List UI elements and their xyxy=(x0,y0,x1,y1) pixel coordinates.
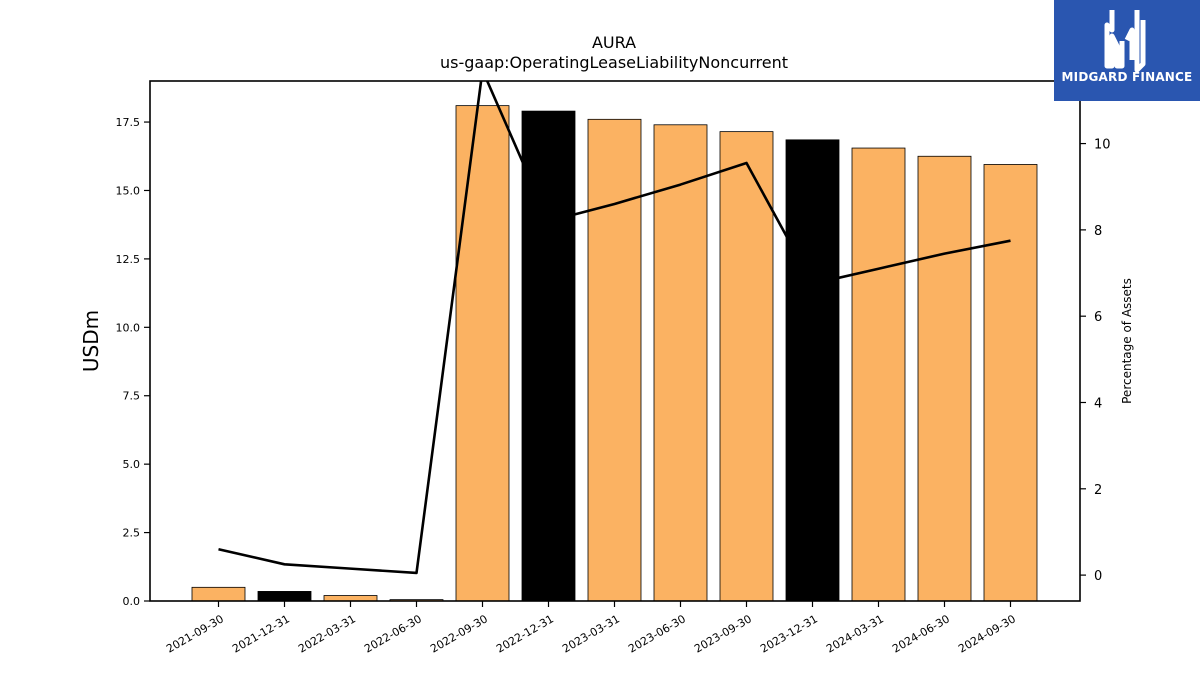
y-tick-label: 0.0 xyxy=(123,595,141,608)
x-tick-label: 2024-06-30 xyxy=(890,612,952,655)
y-tick-label: 10.0 xyxy=(116,321,141,334)
chart-title: AURA xyxy=(592,33,636,52)
bar-2023-09-30 xyxy=(719,131,774,602)
x-tick-label: 2021-12-31 xyxy=(230,612,292,655)
y-tick-label: 5.0 xyxy=(123,458,141,471)
x-tick-label: 2022-09-30 xyxy=(428,612,490,655)
y-tick-label: 17.5 xyxy=(116,116,141,129)
x-tick-label: 2023-09-30 xyxy=(692,612,754,655)
x-tick-label: 2022-12-31 xyxy=(494,612,556,655)
x-tick-label: 2024-09-30 xyxy=(956,612,1018,655)
y-tick-label: 12.5 xyxy=(116,253,141,266)
y-right-tick-label: 8 xyxy=(1094,224,1102,239)
midgard-logo-icon xyxy=(1104,10,1146,73)
bar-2023-12-31 xyxy=(785,139,840,602)
y-tick-label: 2.5 xyxy=(123,527,141,540)
percentage-line xyxy=(218,81,1011,575)
y-right-tick-label: 10 xyxy=(1094,138,1111,153)
bar-2021-12-31 xyxy=(257,591,312,602)
bar-2023-06-30 xyxy=(653,124,708,602)
bar-2023-03-31 xyxy=(587,118,642,602)
bar-2024-09-30 xyxy=(983,164,1038,602)
x-tick-label: 2024-03-31 xyxy=(824,612,886,655)
x-tick-label: 2022-03-31 xyxy=(296,612,358,655)
y-axis-right-label: Percentage of Assets xyxy=(1120,278,1134,404)
x-tick-label: 2021-09-30 xyxy=(164,612,226,655)
bar-2022-12-31 xyxy=(521,110,576,602)
logo-text: MIDGARD FINANCE xyxy=(1061,70,1193,84)
bar-2022-09-30 xyxy=(455,105,510,602)
bar-2024-03-31 xyxy=(851,147,906,602)
logo: MIDGARD FINANCE xyxy=(1054,0,1200,101)
y-tick-label: 7.5 xyxy=(123,390,141,403)
x-tick-label: 2023-06-30 xyxy=(626,612,688,655)
y-axis-label: USDm xyxy=(79,310,103,372)
chart-subtitle: us-gaap:OperatingLeaseLiabilityNoncurren… xyxy=(440,53,788,72)
y-right-tick-label: 0 xyxy=(1094,569,1102,584)
y-tick-label: 15.0 xyxy=(116,184,141,197)
y-right-tick-label: 6 xyxy=(1094,310,1102,325)
bar-2022-03-31 xyxy=(323,595,378,602)
y-right-tick-label: 4 xyxy=(1094,396,1102,411)
x-tick-label: 2023-12-31 xyxy=(758,612,820,655)
y-right-tick-label: 2 xyxy=(1094,483,1102,498)
x-tick-label: 2023-03-31 xyxy=(560,612,622,655)
x-tick-label: 2022-06-30 xyxy=(362,612,424,655)
bar-2021-09-30 xyxy=(191,586,246,602)
bar-2024-06-30 xyxy=(917,155,972,602)
